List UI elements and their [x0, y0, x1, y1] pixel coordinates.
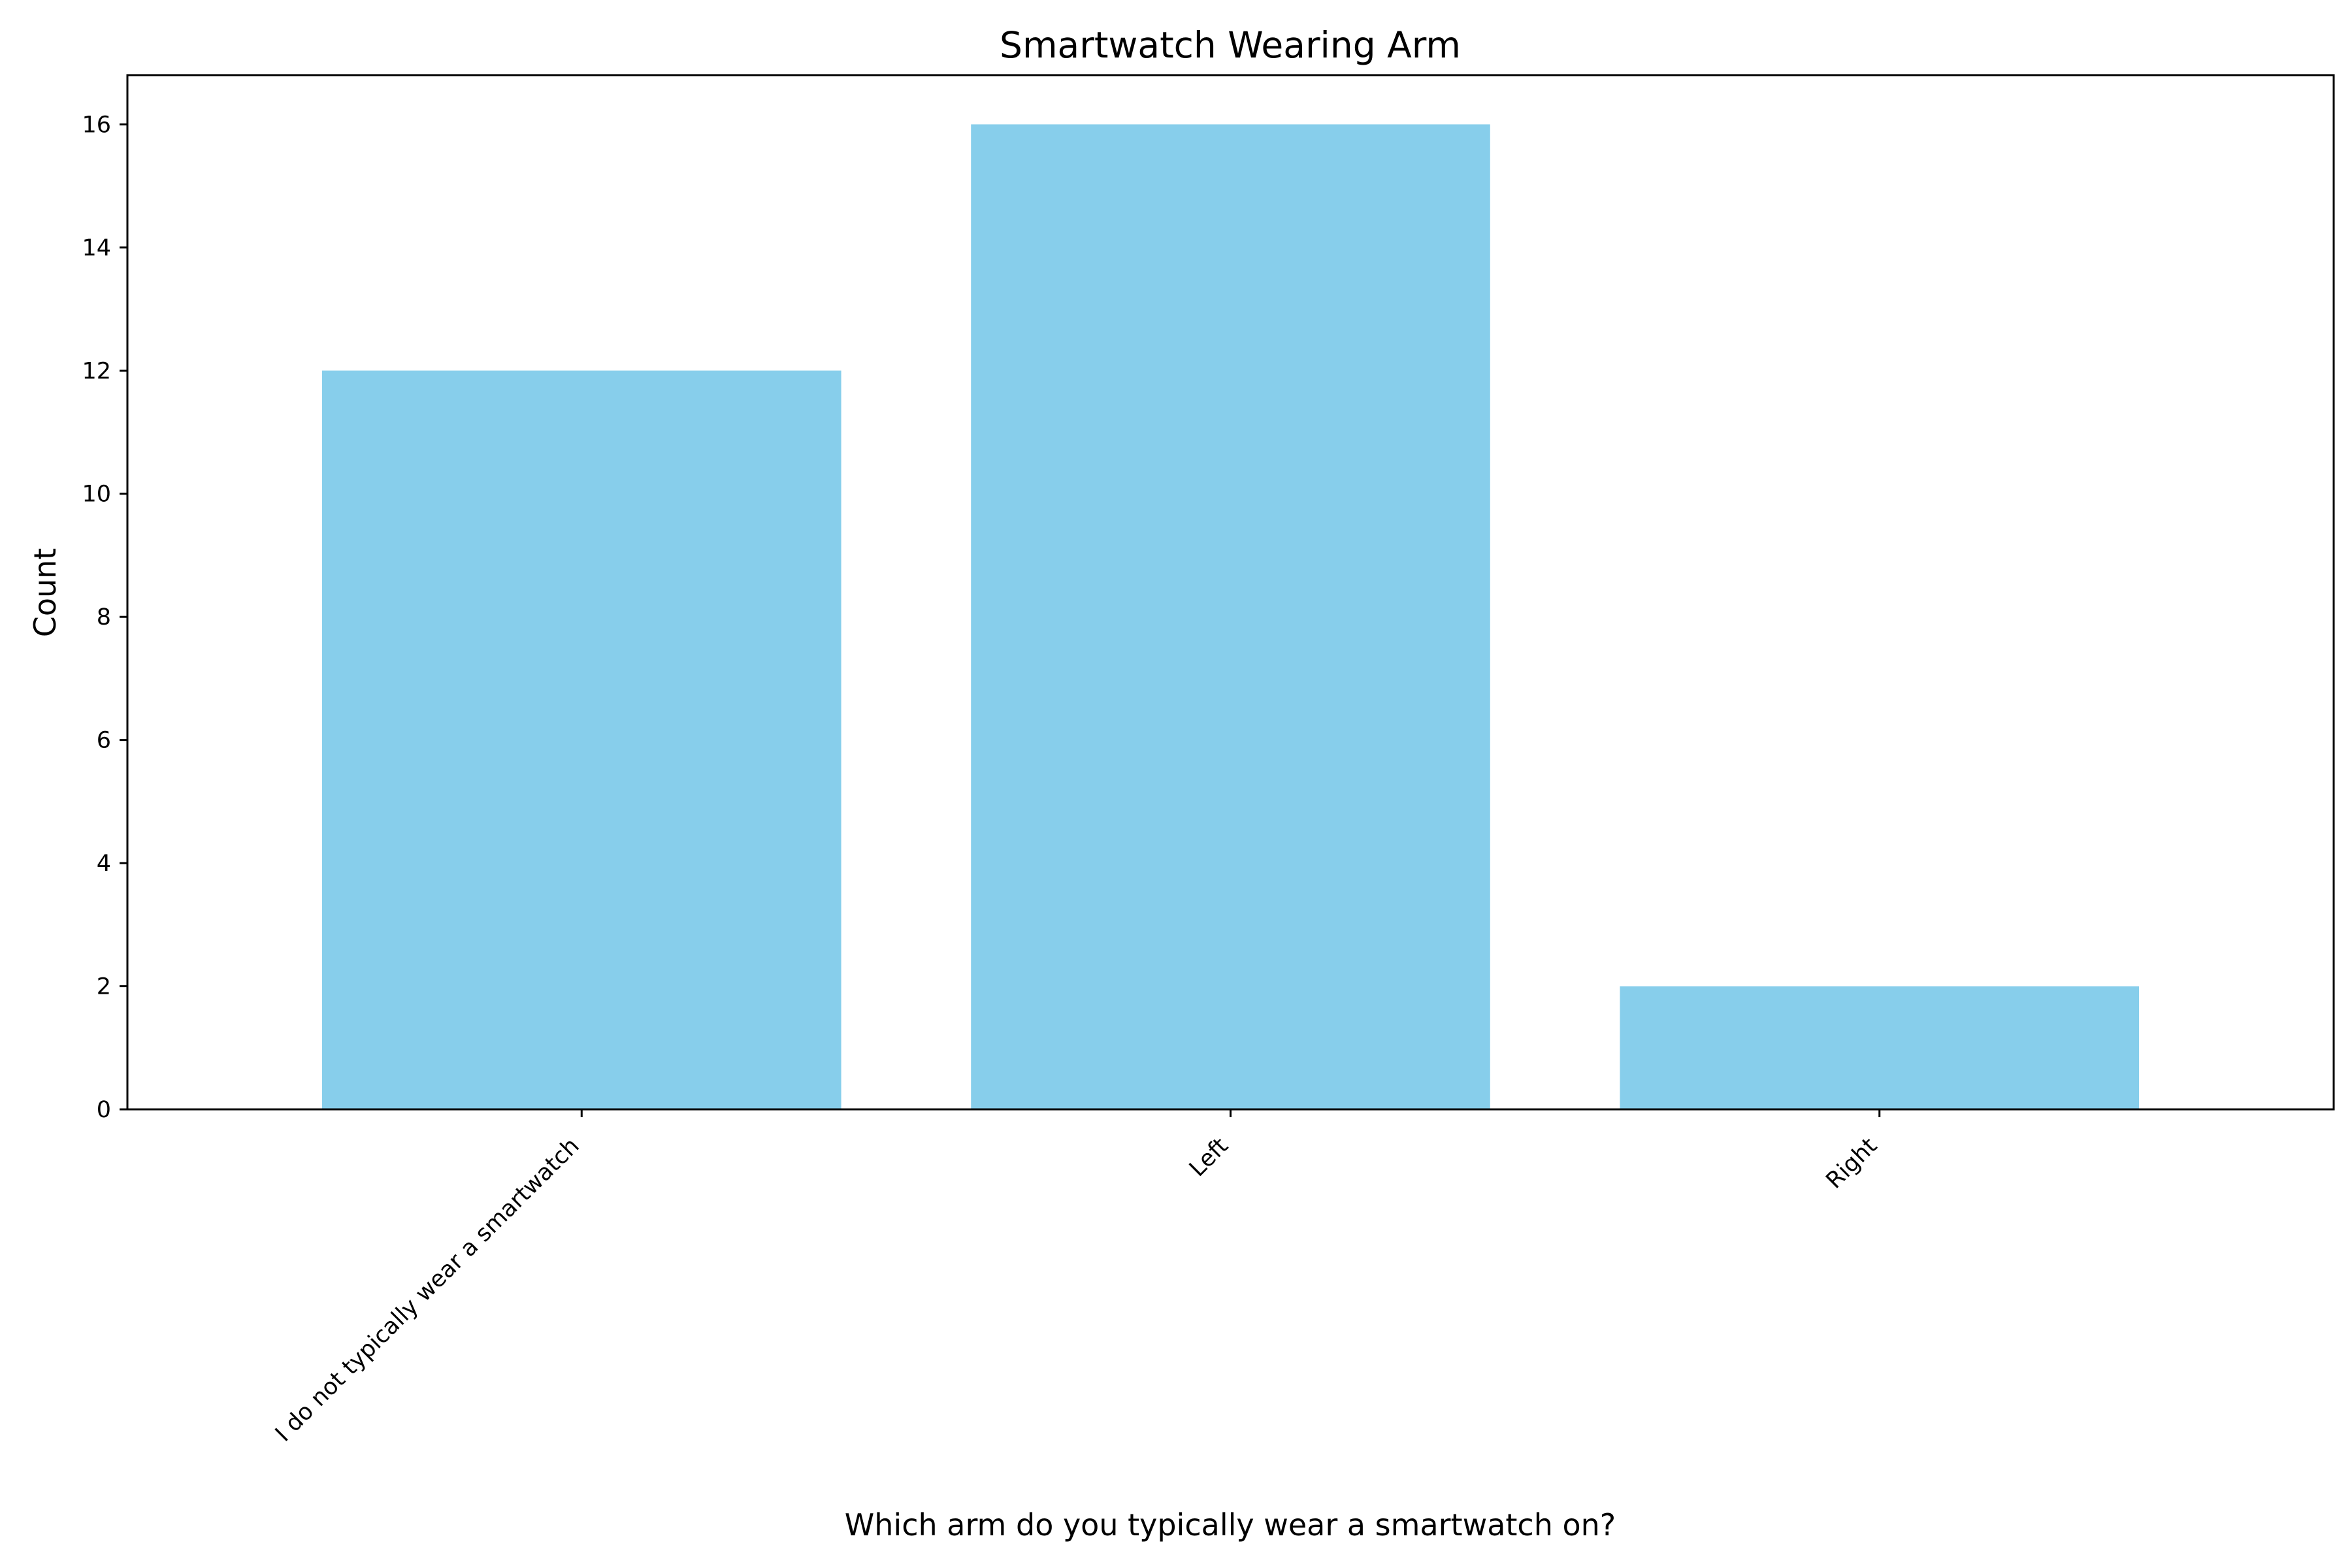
bars-layer [321, 124, 2140, 1110]
plot-frame [126, 74, 2335, 1111]
y-tick-label: 10 [82, 482, 111, 508]
bar [321, 370, 841, 1110]
y-tick-label: 2 [97, 974, 111, 1000]
chart-title: Smartwatch Wearing Arm [1000, 24, 1461, 66]
bar [971, 124, 1490, 1109]
y-tick-label: 12 [82, 358, 111, 384]
y-tick-label: 6 [97, 728, 111, 754]
y-tick-label: 16 [82, 112, 111, 138]
y-tick-label: 0 [97, 1097, 111, 1123]
y-tick-label: 8 [97, 604, 111, 630]
y-tick-label: 14 [82, 235, 111, 261]
y-axis-title: Count [27, 548, 63, 638]
x-axis-title: Which arm do you typically wear a smartw… [845, 1507, 1616, 1543]
bar [1620, 986, 2140, 1109]
y-tick-label: 4 [97, 851, 111, 877]
y-axis: 0 2 4 6 8 10 12 14 16 [82, 112, 127, 1123]
